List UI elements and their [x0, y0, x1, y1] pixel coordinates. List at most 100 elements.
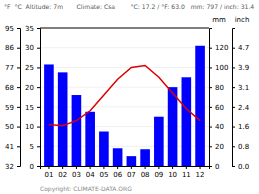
tick-label: 04	[86, 171, 95, 179]
tick: 41	[5, 143, 20, 151]
tick-label: 59	[5, 104, 14, 112]
tick-label: 25	[25, 64, 34, 72]
tick: 68	[5, 84, 20, 92]
tick-label: 3.9	[238, 64, 249, 72]
tick-label: 4.7	[238, 44, 249, 52]
axis-title: mm	[212, 16, 226, 24]
tick-mark	[17, 107, 20, 108]
tick-mark	[209, 67, 212, 68]
tick: 4.7	[232, 44, 249, 52]
bar	[127, 156, 137, 166]
tick-label: 0.0	[238, 163, 249, 171]
tick-mark	[17, 146, 20, 147]
axis-mm: 020406080100120	[209, 29, 228, 171]
tick: 120	[209, 44, 228, 52]
tick-mark	[76, 166, 77, 169]
bar	[154, 117, 164, 166]
tick-label: 50	[5, 123, 14, 131]
tick-label: 77	[5, 64, 14, 72]
tick-mark	[200, 166, 201, 169]
title: °F °C Altitude: 7m Climate: Csa °C: 17.2…	[4, 3, 254, 10]
grid-line	[40, 47, 209, 48]
axis-line	[41, 167, 210, 170]
line	[49, 65, 200, 125]
bar	[182, 77, 192, 166]
tick: 0.0	[232, 163, 249, 171]
tick-mark	[209, 127, 212, 128]
grid	[40, 48, 209, 166]
tick: 77	[5, 64, 20, 72]
bar	[58, 72, 68, 166]
tick-label: 68	[5, 84, 14, 92]
axis-line	[17, 29, 21, 167]
tick-label: 95	[5, 25, 14, 33]
tick: 30	[25, 44, 40, 52]
tick: 01	[44, 166, 53, 179]
tick-label: 60	[215, 104, 224, 112]
tick: 12	[196, 166, 205, 179]
tick-label: 0	[215, 163, 219, 171]
tick-mark	[232, 87, 235, 88]
tick-mark	[37, 127, 40, 128]
tick-mark	[37, 67, 40, 68]
tick-label: 32	[5, 163, 14, 171]
tick-mark	[37, 28, 40, 29]
tick-label: 2.4	[238, 104, 250, 112]
tick-mark	[17, 28, 20, 29]
tick-mark	[117, 166, 118, 169]
bar	[140, 149, 150, 166]
tick-label: 11	[182, 171, 191, 179]
tick-mark	[17, 87, 20, 88]
tick-mark	[17, 166, 20, 167]
tick-label: 3.1	[238, 84, 249, 92]
tick-mark	[62, 166, 63, 169]
tick: 40	[209, 123, 224, 131]
grid-line	[40, 67, 209, 68]
tick-label: 08	[141, 171, 150, 179]
bar	[72, 95, 82, 166]
tick-mark	[145, 166, 146, 169]
tick: 5	[30, 143, 40, 151]
tick-mark	[17, 67, 20, 68]
tick: 0	[30, 163, 40, 171]
annotation: Copyright: CLIMATE-DATA.ORG	[40, 185, 132, 193]
tick-label: 0.8	[238, 143, 249, 151]
tick-label: 80	[215, 84, 224, 92]
tick: 60	[209, 104, 224, 112]
axis-x: 010203040506070809101112	[41, 166, 210, 179]
tick-mark	[37, 166, 40, 167]
tick: 32	[5, 163, 20, 171]
tick: 3.1	[232, 84, 249, 92]
tick: 10	[168, 166, 177, 179]
tick-label: 120	[215, 44, 228, 52]
tick: 15	[25, 104, 40, 112]
frame	[40, 28, 209, 29]
tick: 11	[182, 166, 191, 179]
tick-mark	[209, 87, 212, 88]
tick-mark	[37, 107, 40, 108]
tick: 04	[86, 166, 95, 179]
tick-label: 07	[127, 171, 136, 179]
tick-label: 02	[58, 171, 67, 179]
tick-mark	[158, 166, 159, 169]
tick: 07	[127, 166, 136, 179]
axis-title: inch	[235, 16, 250, 24]
tick-mark	[131, 166, 132, 169]
tick: 59	[5, 104, 20, 112]
tick-mark	[103, 166, 104, 169]
tick-mark	[232, 48, 235, 49]
tick-label: 10	[168, 171, 177, 179]
tick-label: 06	[113, 171, 122, 179]
tick: 10	[25, 123, 40, 131]
tick: 09	[154, 166, 163, 179]
tick: 20	[25, 84, 40, 92]
axis-line	[37, 29, 41, 167]
tick-mark	[209, 48, 212, 49]
tick-mark	[17, 48, 20, 49]
tick-label: 41	[5, 143, 14, 151]
tick-label: 0	[30, 163, 34, 171]
tick-label: 09	[154, 171, 163, 179]
tick: 95	[5, 25, 20, 33]
tick-mark	[232, 146, 235, 147]
tick-mark	[90, 166, 91, 169]
